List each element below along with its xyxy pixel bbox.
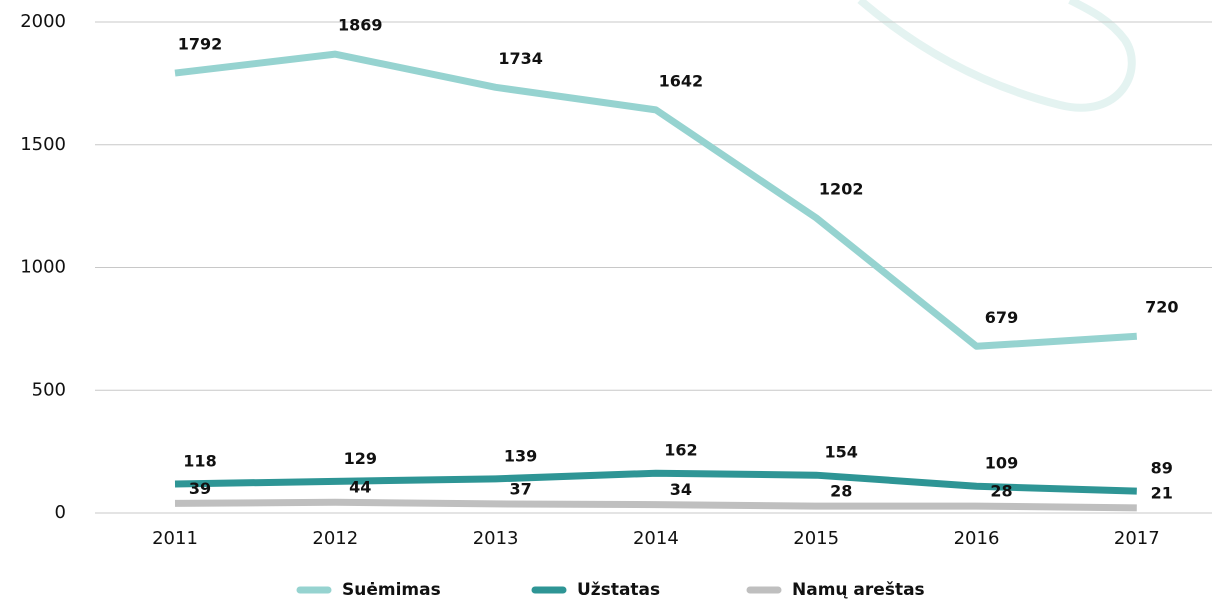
data-label: 21 — [1151, 483, 1173, 502]
data-label: 34 — [670, 480, 692, 499]
data-label: 89 — [1151, 459, 1173, 478]
data-label: 28 — [990, 482, 1012, 501]
y-tick-label: 0 — [55, 502, 66, 523]
x-tick-label: 2014 — [633, 528, 679, 549]
data-label: 1792 — [178, 35, 223, 54]
legend-label: Užstatas — [577, 580, 660, 600]
x-tick-label: 2017 — [1114, 528, 1160, 549]
x-tick-label: 2012 — [312, 528, 358, 549]
x-tick-label: 2015 — [793, 528, 839, 549]
data-label: 39 — [189, 479, 211, 498]
data-label: 162 — [664, 441, 697, 460]
x-tick-label: 2011 — [152, 528, 198, 549]
data-label: 679 — [985, 308, 1018, 327]
x-tick-label: 2013 — [473, 528, 519, 549]
data-label: 154 — [824, 443, 857, 462]
decoration — [860, 0, 1132, 108]
data-label: 139 — [504, 446, 537, 465]
y-tick-label: 1500 — [20, 134, 66, 155]
data-label: 1642 — [659, 71, 704, 90]
data-label: 37 — [509, 479, 531, 498]
series-line — [175, 54, 1137, 346]
data-label: 720 — [1145, 298, 1178, 317]
data-label: 44 — [349, 478, 371, 497]
data-label: 1202 — [819, 179, 864, 198]
data-label: 118 — [183, 452, 216, 471]
y-tick-label: 2000 — [20, 11, 66, 32]
x-tick-label: 2016 — [954, 528, 1000, 549]
data-label: 129 — [344, 449, 377, 468]
data-label: 1869 — [338, 16, 383, 35]
chart: 0 500 1000 1500 2000 2011 2012 2013 2014 2015 2016… — [0, 0, 1212, 600]
y-tick-label: 500 — [32, 379, 66, 400]
data-label: 1734 — [498, 49, 543, 68]
y-tick-label: 1000 — [20, 257, 66, 278]
data-label: 109 — [985, 454, 1018, 473]
legend-label: Namų areštas — [792, 580, 925, 600]
series-line — [175, 502, 1137, 508]
legend-label: Suėmimas — [342, 580, 441, 600]
data-label: 28 — [830, 482, 852, 501]
